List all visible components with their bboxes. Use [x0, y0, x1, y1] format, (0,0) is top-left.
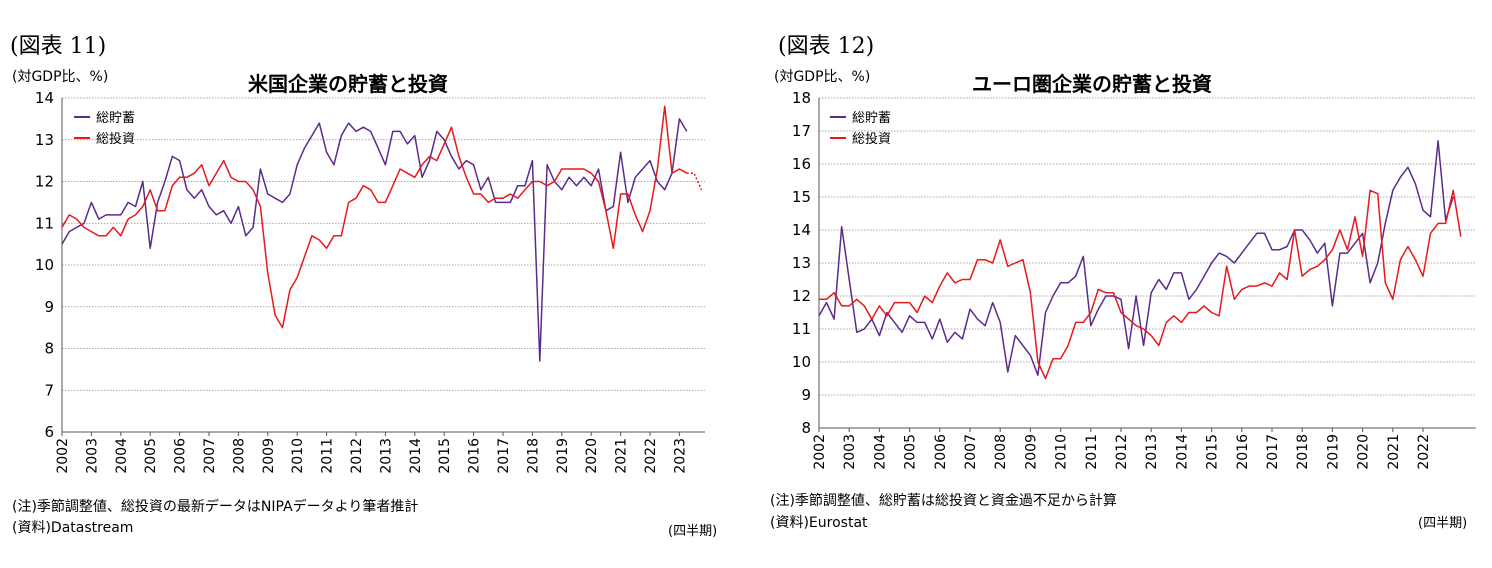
y-tick-label: 13	[35, 131, 54, 149]
y-tick-label: 14	[35, 89, 54, 107]
x-tick-label: 2003	[842, 434, 858, 470]
x-tick-label: 2007	[963, 434, 979, 470]
y-unit-label: (対GDP比、%)	[12, 69, 109, 85]
x-tick-label: 2009	[1023, 434, 1039, 470]
x-tick-label: 2014	[408, 438, 424, 474]
series-line-investment	[61, 105, 688, 329]
us-chart: 6 7 8 9 10 11 12 13 14 2002 2003 2004 2005 2006 2007 20…	[35, 89, 705, 474]
x-tick-label: 2008	[993, 434, 1009, 470]
x-tick-label: 2016	[1235, 434, 1251, 470]
legend-swatch	[830, 136, 846, 139]
x-tick-label: 2021	[614, 438, 630, 474]
footnote: (注)季節調整値、総投資の最新データはNIPAデータより筆者推計	[12, 499, 419, 515]
panel-euro: (図表 12) (対GDP比、%) ユーロ圏企業の貯蓄と投資 8 9 10 11 12 1…	[746, 0, 1492, 568]
x-tick-label: 2017	[496, 438, 512, 474]
x-tick-label: 2017	[1265, 434, 1281, 470]
x-tick-label: 2019	[1325, 434, 1341, 470]
legend-item-savings: 総貯蓄	[830, 106, 891, 127]
legend-label: 総貯蓄	[96, 111, 136, 126]
y-tick-label: 12	[792, 287, 811, 305]
y-tick-label: 17	[792, 122, 811, 140]
legend-swatch	[74, 136, 90, 139]
y-tick-label: 10	[35, 256, 54, 274]
period-label: (四半期)	[668, 524, 718, 539]
legend-swatch	[74, 115, 90, 118]
chart-legend: 総貯蓄 総投資	[830, 106, 891, 148]
period-label: (四半期)	[1418, 516, 1468, 531]
chart-legend: 総貯蓄 総投資	[74, 106, 135, 148]
legend-label: 総貯蓄	[852, 111, 892, 126]
x-tick-label: 2012	[1114, 434, 1130, 470]
x-tick-label: 2020	[584, 438, 600, 474]
x-tick-label: 2018	[525, 438, 541, 474]
x-tick-label: 2013	[378, 438, 394, 474]
y-tick-label: 11	[792, 320, 811, 338]
euro-chart: 8 9 10 11 12 13 14 15 16 17 18 2002 2003 2004 2005 2006…	[792, 89, 1476, 470]
x-tick-label: 2019	[555, 438, 571, 474]
y-tick-label: 8	[44, 340, 54, 358]
legend-item-investment: 総投資	[74, 127, 135, 148]
y-tick-label: 18	[792, 89, 811, 107]
y-unit-label: (対GDP比、%)	[774, 69, 871, 85]
x-tick-label: 2002	[55, 438, 71, 474]
x-tick-label: 2004	[872, 434, 888, 470]
legend-label: 総投資	[96, 132, 136, 147]
x-tick-label: 2009	[261, 438, 277, 474]
panel-us: (図表 11) (対GDP比、%) 米国企業の貯蓄と投資 6 7 8 9 10 11 12 1…	[10, 34, 718, 539]
y-tick-label: 14	[792, 221, 811, 239]
x-tick-label: 2010	[1054, 434, 1070, 470]
x-tick-label: 2003	[84, 438, 100, 474]
x-tick-label: 2022	[1416, 434, 1432, 470]
figure-label: (図表 11)	[10, 34, 107, 59]
x-tick-label: 2012	[349, 438, 365, 474]
x-tick-label: 2007	[202, 438, 218, 474]
chart-title: ユーロ圏企業の貯蓄と投資	[972, 72, 1212, 96]
x-tick-label: 2021	[1386, 434, 1402, 470]
x-tick-label: 2011	[320, 438, 336, 474]
x-tick-label: 2018	[1295, 434, 1311, 470]
x-tick-label: 2013	[1144, 434, 1160, 470]
figure-label: (図表 12)	[778, 34, 875, 59]
x-tick-label: 2005	[903, 434, 919, 470]
series-line-investment	[819, 189, 1462, 380]
x-tick-label: 2006	[933, 434, 949, 470]
y-tick-label: 16	[792, 155, 811, 173]
x-tick-label: 2011	[1084, 434, 1100, 470]
footnote: (注)季節調整値、総貯蓄は総投資と資金過不足から計算	[770, 493, 1117, 509]
x-tick-label: 2016	[467, 438, 483, 474]
legend-item-savings: 総貯蓄	[74, 106, 135, 127]
x-tick-label: 2015	[1205, 434, 1221, 470]
y-tick-label: 7	[44, 381, 54, 399]
y-tick-label: 10	[792, 353, 811, 371]
chart-title: 米国企業の貯蓄と投資	[248, 72, 448, 96]
x-tick-label: 2002	[812, 434, 828, 470]
legend-swatch	[830, 115, 846, 118]
y-tick-label: 9	[801, 386, 811, 404]
legend-item-investment: 総投資	[830, 127, 891, 148]
series-line-savings	[61, 118, 688, 362]
y-tick-label: 6	[44, 423, 54, 441]
x-tick-label: 2004	[114, 438, 130, 474]
y-tick-label: 12	[35, 173, 54, 191]
y-tick-label: 15	[792, 188, 811, 206]
y-tick-label: 11	[35, 214, 54, 232]
x-tick-label: 2020	[1356, 434, 1372, 470]
x-tick-label: 2006	[173, 438, 189, 474]
y-tick-label: 9	[44, 298, 54, 316]
x-tick-label: 2010	[290, 438, 306, 474]
series-line-savings	[818, 140, 1454, 376]
y-tick-label: 8	[801, 419, 811, 437]
x-tick-label: 2022	[643, 438, 659, 474]
x-tick-label: 2014	[1174, 434, 1190, 470]
y-tick-label: 13	[792, 254, 811, 272]
x-tick-label: 2005	[143, 438, 159, 474]
x-tick-label: 2015	[437, 438, 453, 474]
x-tick-label: 2023	[672, 438, 688, 474]
x-tick-label: 2008	[231, 438, 247, 474]
source-note: (資料)Eurostat	[770, 515, 868, 531]
source-note: (資料)Datastream	[12, 520, 134, 536]
legend-label: 総投資	[852, 132, 892, 147]
